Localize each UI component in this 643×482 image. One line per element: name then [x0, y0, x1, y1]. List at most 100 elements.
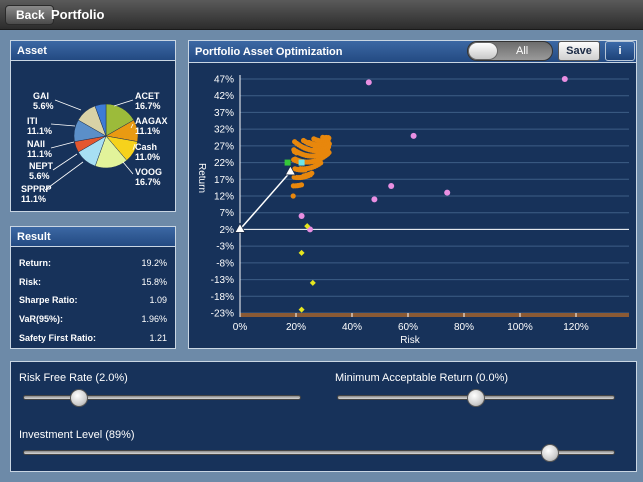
pie-leader-line: [113, 99, 134, 107]
pie-label-cash: Cash 11.0%: [135, 142, 161, 162]
result-row-return: Return: 19.2%: [19, 258, 167, 272]
asset-point: [307, 226, 313, 233]
optimization-panel: Portfolio Asset Optimization 47% 42% 37% 32…: [188, 40, 637, 349]
pie-leader-line: [50, 123, 76, 127]
investment-level-thumb[interactable]: [540, 444, 559, 462]
x-tick-label: 120%: [563, 322, 589, 333]
y-tick-label: -23%: [211, 309, 234, 320]
pie-leader-line: [132, 143, 136, 151]
x-tick-label: 100%: [507, 322, 533, 333]
result-value: 15.8%: [141, 277, 167, 287]
y-tick-label: -3%: [216, 242, 234, 253]
y-tick-label: -18%: [211, 292, 234, 303]
x-axis: [240, 313, 629, 317]
pie-label-nept: NEPT 5.6%: [29, 161, 54, 181]
pie-leader-line: [52, 153, 78, 171]
y-tick-label: -8%: [216, 258, 234, 269]
result-value: 19.2%: [141, 258, 167, 268]
y-tick-label: 42%: [214, 91, 234, 102]
y-tick-label: 7%: [220, 208, 235, 219]
pie-leader-line: [44, 161, 84, 191]
pie-label-naii: NAII 11.1%: [27, 139, 53, 159]
result-label: Return:: [19, 258, 51, 268]
pie-label-voog: VOOG 16.7%: [135, 167, 163, 187]
asset-point: [388, 182, 395, 189]
info-button[interactable]: i: [605, 41, 635, 61]
asset-panel: Asset GAI 5.6% ITI 11.1% NAII 11.1% NEPT 5.6…: [10, 40, 176, 212]
frontier-point: [315, 151, 321, 158]
result-row-safety: Safety First Ratio: 1.21: [19, 333, 167, 347]
frontier-point: [323, 134, 329, 141]
frontier-point: [290, 183, 296, 189]
frontier-point: [311, 136, 317, 142]
risk-free-rate-label: Risk Free Rate (2.0%): [19, 372, 128, 384]
other-point: [298, 249, 305, 256]
result-panel-title: Result: [11, 227, 175, 247]
pie-area: GAI 5.6% ITI 11.1% NAII 11.1% NEPT 5.6% SPPR…: [11, 62, 175, 211]
result-label: VaR(95%):: [19, 314, 64, 324]
save-button[interactable]: Save: [558, 41, 600, 61]
result-row-sharpe: Sharpe Ratio: 1.09: [19, 295, 167, 309]
x-axis-title: Risk: [400, 335, 420, 346]
pie-leader-line: [50, 141, 75, 149]
asset-point: [561, 76, 568, 82]
back-button[interactable]: Back: [5, 5, 54, 25]
min-acceptable-return-thumb[interactable]: [467, 389, 485, 407]
portfolio-marker: [284, 165, 297, 176]
y-tick-label: 12%: [214, 192, 234, 203]
y-tick-label: 22%: [214, 158, 234, 169]
other-point: [304, 223, 311, 230]
risk-free-rate-track[interactable]: [23, 395, 301, 400]
asset-panel-title: Asset: [11, 41, 175, 61]
investment-level-track[interactable]: [23, 450, 615, 455]
result-panel: Result Return: 19.2% Risk: 15.8% Sharpe Ra…: [10, 226, 176, 349]
frontier-point: [292, 139, 298, 145]
toggle-label: All: [516, 45, 529, 57]
pie-label-iti: ITI 11.1%: [27, 116, 53, 136]
pie-slice-gai: [94, 103, 107, 137]
y-tick-label: 47%: [214, 75, 234, 86]
controls-panel: Risk Free Rate (2.0%) Minimum Acceptable…: [10, 361, 637, 472]
x-tick-label: 40%: [342, 322, 362, 333]
risk-free-marker: [234, 222, 246, 233]
asset-point: [365, 79, 372, 86]
frontier-point: [292, 156, 298, 162]
y-tick-label: 37%: [214, 108, 234, 119]
other-point: [298, 306, 305, 313]
pie-leader-line: [54, 99, 82, 111]
asset-point: [410, 132, 417, 139]
risk-return-scatter-chart[interactable]: 47% 42% 37% 32% 27% 22% 17% 12% 7% 2% -3% -8% -13% -1…: [189, 63, 636, 348]
toggle-knob[interactable]: [468, 42, 498, 60]
result-value: 1.96%: [141, 314, 167, 324]
frontier-point: [297, 166, 304, 172]
y-tick-label: 2%: [220, 225, 235, 236]
result-row-risk: Risk: 15.8%: [19, 277, 167, 291]
pie-label-aagax: AAGAX 11.1%: [135, 116, 168, 136]
min-acceptable-return-label: Minimum Acceptable Return (0.0%): [335, 372, 509, 384]
pie-label-spprp: SPPRP 11.1%: [21, 184, 52, 204]
frontier-point: [306, 139, 312, 146]
frontier-point: [311, 147, 317, 153]
capital-allocation-line: [239, 171, 291, 230]
y-tick-label: 32%: [214, 125, 234, 136]
x-tick-label: 20%: [286, 322, 306, 333]
result-label: Sharpe Ratio:: [19, 295, 78, 305]
pie-label-acet: ACET 16.7%: [135, 91, 161, 111]
asset-pie-chart[interactable]: [11, 62, 175, 211]
frontier-point: [320, 154, 326, 160]
y-tick-label: -13%: [211, 275, 234, 286]
all-toggle[interactable]: All: [467, 41, 553, 61]
frontier-point: [291, 147, 297, 153]
asset-point: [298, 213, 305, 220]
x-tick-label: 0%: [233, 322, 248, 333]
investment-level-label: Investment Level (89%): [19, 429, 135, 441]
result-label: Risk:: [19, 277, 42, 287]
pie-leader-line: [122, 161, 134, 175]
risk-free-rate-thumb[interactable]: [69, 389, 88, 407]
frontier-point: [291, 174, 297, 180]
asset-point: [444, 189, 451, 196]
pie-leader-line: [130, 123, 134, 129]
y-tick-label: 27%: [214, 141, 234, 152]
result-value: 1.21: [149, 333, 167, 343]
y-axis-title: Return: [196, 163, 207, 193]
